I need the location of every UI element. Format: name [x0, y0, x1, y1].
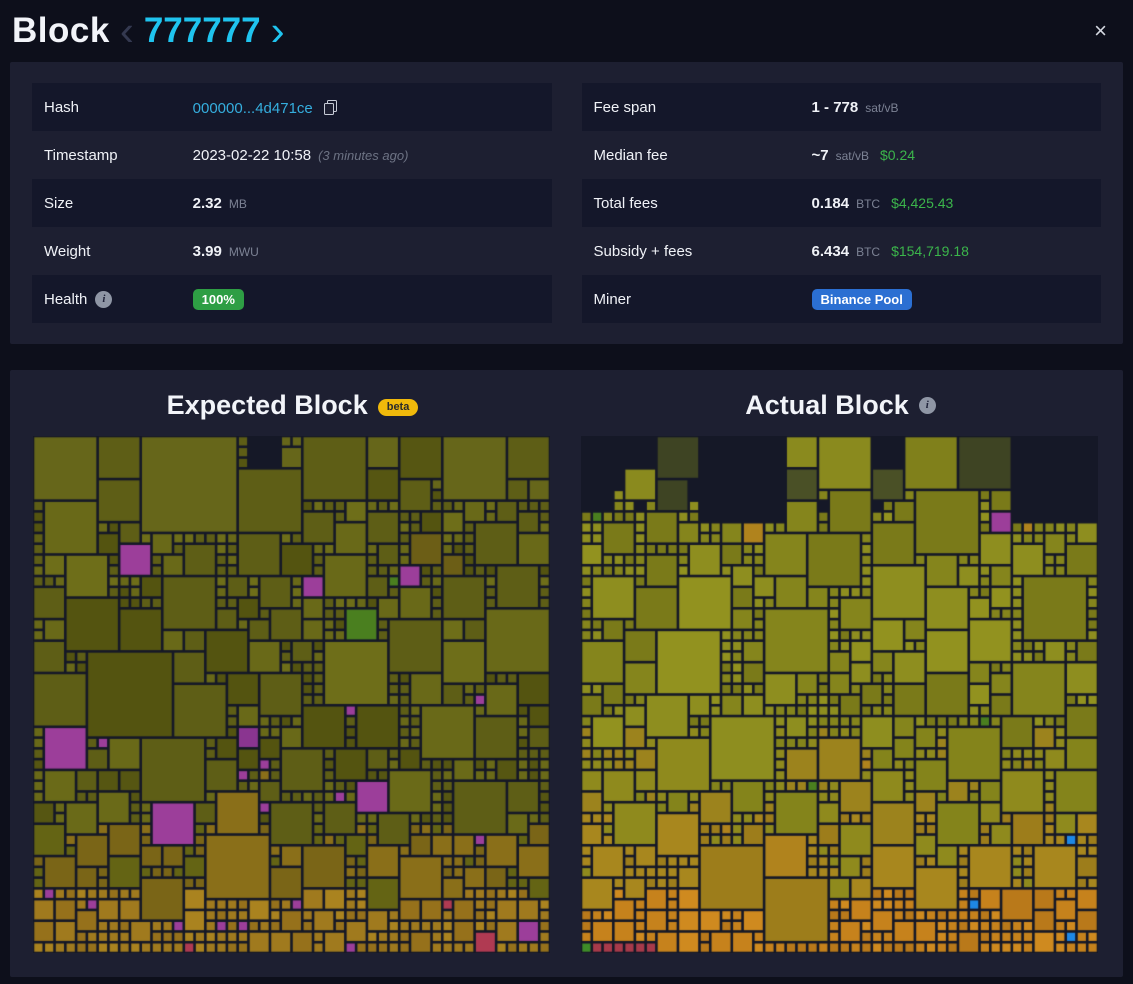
- row-size: Size 2.32 MB: [32, 179, 552, 227]
- row-subsidy-fees: Subsidy + fees 6.434 BTC $154,719.18: [582, 227, 1102, 275]
- size-label: Size: [44, 194, 74, 212]
- page-title: Block: [12, 11, 110, 50]
- median-fee-unit: sat/vB: [835, 148, 869, 163]
- details-right-table: Fee span 1 - 778 sat/vB Median fee ~7 sa…: [581, 83, 1102, 323]
- close-button[interactable]: ×: [1094, 18, 1107, 43]
- miner-label: Miner: [593, 290, 632, 308]
- total-fees-value: 0.184: [811, 194, 850, 212]
- previous-block-button[interactable]: ‹: [119, 7, 134, 54]
- median-fee-fiat: $0.24: [879, 146, 916, 163]
- expected-block-section: Expected Block beta: [33, 384, 552, 953]
- subsidy-fees-label: Subsidy + fees: [593, 242, 693, 260]
- health-label: Health: [44, 290, 88, 308]
- row-median-fee: Median fee ~7 sat/vB $0.24: [582, 131, 1102, 179]
- beta-badge: beta: [377, 398, 419, 416]
- median-fee-label: Median fee: [593, 146, 668, 164]
- row-timestamp: Timestamp 2023-02-22 10:58 (3 minutes ag…: [32, 131, 552, 179]
- expected-block-treemap[interactable]: [33, 436, 550, 953]
- actual-block-title: Actual Block: [745, 389, 909, 420]
- weight-label: Weight: [44, 242, 91, 260]
- total-fees-label: Total fees: [593, 194, 658, 212]
- fee-span-label: Fee span: [593, 98, 657, 116]
- actual-block-section: Actual Block i: [581, 384, 1100, 953]
- subsidy-fees-fiat: $154,719.18: [891, 242, 969, 259]
- fee-span-unit: sat/vB: [865, 100, 899, 115]
- row-weight: Weight 3.99 MWU: [32, 227, 552, 275]
- details-left-table: Hash 000000...4d471ce Timestamp 2023-02-…: [32, 83, 552, 323]
- block-visualizations-panel: Expected Block beta Actual Block i: [10, 370, 1123, 977]
- total-fees-fiat: $4,425.43: [891, 194, 954, 211]
- miner-pool-badge[interactable]: Binance Pool: [811, 288, 912, 310]
- health-badge: 100%: [192, 288, 244, 310]
- subsidy-fees-value: 6.434: [811, 242, 850, 260]
- actual-block-info-icon[interactable]: i: [918, 396, 936, 414]
- timestamp-relative: (3 minutes ago): [318, 147, 409, 163]
- block-height-link[interactable]: 777777: [143, 11, 261, 50]
- actual-block-treemap[interactable]: [581, 436, 1098, 953]
- timestamp-value: 2023-02-22 10:58: [192, 146, 312, 164]
- row-total-fees: Total fees 0.184 BTC $4,425.43: [581, 179, 1101, 227]
- total-fees-unit: BTC: [856, 196, 881, 211]
- timestamp-label: Timestamp: [44, 146, 118, 164]
- hash-label: Hash: [44, 98, 80, 116]
- expected-block-title: Expected Block: [166, 389, 368, 420]
- block-hash-link[interactable]: 000000...4d471ce: [192, 99, 313, 117]
- fee-span-value: 1 - 778: [811, 98, 859, 116]
- row-hash: Hash 000000...4d471ce: [32, 83, 552, 131]
- block-details-panel: Hash 000000...4d471ce Timestamp 2023-02-…: [10, 62, 1123, 344]
- next-block-button[interactable]: ›: [270, 7, 285, 54]
- copy-icon[interactable]: [323, 99, 337, 119]
- weight-value: 3.99: [192, 242, 222, 260]
- header: Block ‹ 777777 › ×: [0, 0, 1133, 62]
- row-fee-span: Fee span 1 - 778 sat/vB: [581, 83, 1101, 131]
- health-info-icon[interactable]: i: [95, 290, 113, 308]
- weight-unit: MWU: [228, 244, 259, 259]
- row-health: Health i 100%: [32, 275, 552, 323]
- size-unit: MB: [228, 196, 247, 211]
- median-fee-value: ~7: [811, 146, 829, 164]
- subsidy-fees-unit: BTC: [856, 244, 881, 259]
- size-value: 2.32: [192, 194, 222, 212]
- row-miner: Miner Binance Pool: [581, 275, 1101, 323]
